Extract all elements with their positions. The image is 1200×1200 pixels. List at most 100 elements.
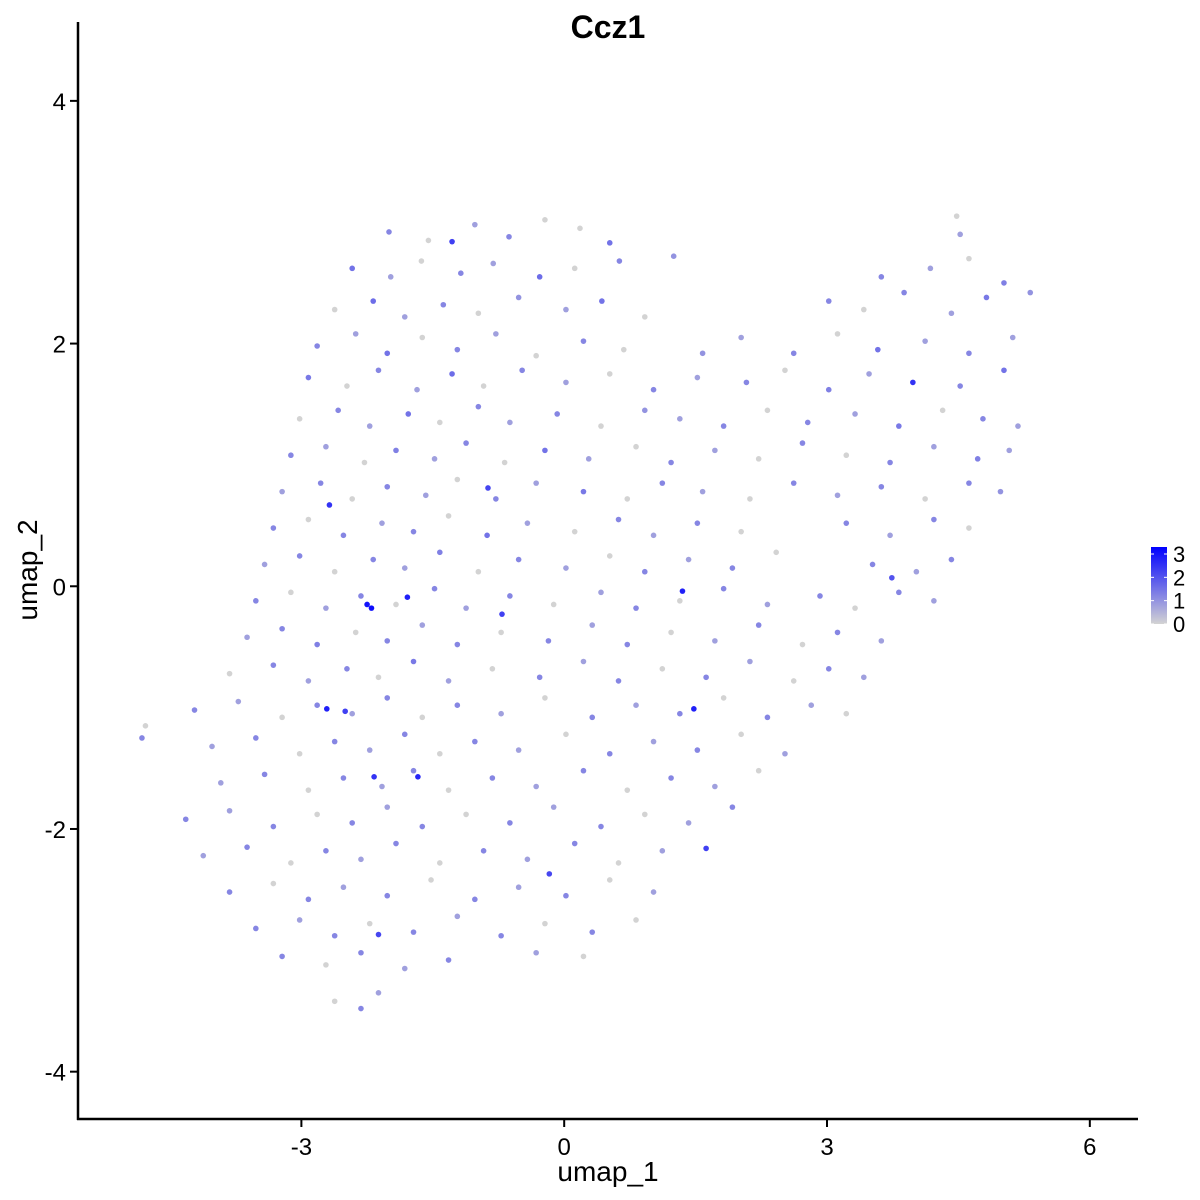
y-axis-label: umap_2 bbox=[12, 519, 43, 620]
x-tick-label: 6 bbox=[1083, 1134, 1096, 1161]
data-point bbox=[720, 423, 727, 429]
data-point bbox=[401, 731, 408, 738]
data-point bbox=[384, 695, 391, 701]
data-point bbox=[843, 452, 850, 459]
data-point bbox=[428, 877, 434, 883]
data-point bbox=[533, 480, 539, 486]
data-point bbox=[927, 265, 934, 272]
data-point bbox=[720, 585, 727, 592]
data-point bbox=[624, 641, 631, 648]
data-point bbox=[878, 274, 885, 280]
data-point bbox=[226, 807, 233, 814]
data-point bbox=[546, 871, 553, 877]
y-tick-label: 0 bbox=[53, 574, 66, 601]
data-point bbox=[677, 416, 683, 422]
data-point bbox=[764, 407, 771, 414]
data-point bbox=[288, 589, 294, 596]
data-point bbox=[410, 528, 417, 535]
data-point bbox=[755, 456, 762, 462]
data-point bbox=[314, 343, 320, 349]
data-point bbox=[226, 670, 233, 677]
data-point bbox=[720, 695, 727, 701]
data-point bbox=[361, 459, 368, 466]
data-point bbox=[498, 932, 504, 939]
data-point bbox=[335, 407, 341, 414]
data-point bbox=[659, 665, 666, 672]
data-point bbox=[712, 447, 718, 454]
data-point bbox=[790, 678, 797, 684]
x-tick-label: 0 bbox=[558, 1134, 571, 1161]
data-point bbox=[980, 416, 986, 422]
data-point bbox=[475, 568, 482, 575]
data-point bbox=[896, 423, 902, 429]
data-point bbox=[454, 346, 461, 353]
data-point bbox=[431, 585, 438, 592]
data-point bbox=[799, 440, 806, 446]
data-point bbox=[834, 492, 841, 499]
data-point bbox=[931, 598, 937, 604]
data-point bbox=[747, 496, 753, 502]
data-point bbox=[966, 255, 972, 262]
data-point bbox=[342, 708, 348, 715]
chart-title: Ccz1 bbox=[571, 9, 646, 45]
data-point bbox=[393, 840, 399, 847]
data-point bbox=[633, 917, 639, 923]
data-point bbox=[799, 641, 806, 648]
data-point bbox=[449, 238, 455, 245]
data-point bbox=[305, 787, 312, 793]
data-point bbox=[650, 889, 657, 895]
data-point bbox=[931, 443, 937, 450]
data-point bbox=[323, 962, 329, 968]
data-point bbox=[691, 706, 697, 712]
data-point bbox=[445, 787, 452, 793]
data-point bbox=[519, 367, 525, 374]
data-point bbox=[445, 957, 452, 963]
data-point bbox=[375, 989, 382, 996]
data-point bbox=[825, 665, 832, 672]
data-point bbox=[323, 706, 330, 712]
data-point bbox=[379, 520, 385, 526]
data-point bbox=[410, 658, 417, 665]
data-point bbox=[449, 371, 455, 377]
data-point bbox=[279, 488, 285, 495]
data-point bbox=[499, 611, 505, 617]
data-point bbox=[415, 773, 421, 780]
data-point bbox=[515, 556, 522, 563]
data-point bbox=[226, 889, 233, 895]
data-point bbox=[375, 931, 382, 938]
data-point bbox=[650, 532, 657, 539]
data-point bbox=[606, 750, 613, 757]
data-point bbox=[615, 516, 622, 523]
data-point bbox=[817, 593, 823, 599]
data-point bbox=[317, 480, 324, 486]
data-point bbox=[677, 598, 683, 604]
data-point bbox=[782, 367, 788, 374]
data-point bbox=[533, 783, 539, 790]
data-point bbox=[440, 301, 447, 308]
data-point bbox=[384, 350, 391, 357]
data-point bbox=[685, 556, 692, 563]
data-point bbox=[490, 260, 497, 267]
data-point bbox=[352, 331, 359, 337]
data-point bbox=[375, 674, 382, 681]
data-point bbox=[349, 820, 355, 826]
data-point bbox=[244, 844, 250, 850]
data-point bbox=[437, 419, 443, 426]
data-point bbox=[480, 848, 487, 854]
data-point bbox=[485, 485, 491, 491]
data-point bbox=[580, 488, 587, 495]
data-point bbox=[712, 638, 718, 644]
data-point bbox=[209, 743, 215, 750]
data-point bbox=[261, 561, 268, 568]
data-point bbox=[948, 310, 955, 317]
data-point bbox=[633, 702, 639, 708]
data-point bbox=[764, 601, 771, 608]
data-point bbox=[679, 588, 686, 594]
data-point bbox=[379, 783, 385, 790]
data-point bbox=[843, 520, 850, 526]
data-point bbox=[641, 407, 648, 414]
data-point bbox=[279, 625, 285, 632]
data-point bbox=[344, 383, 350, 389]
